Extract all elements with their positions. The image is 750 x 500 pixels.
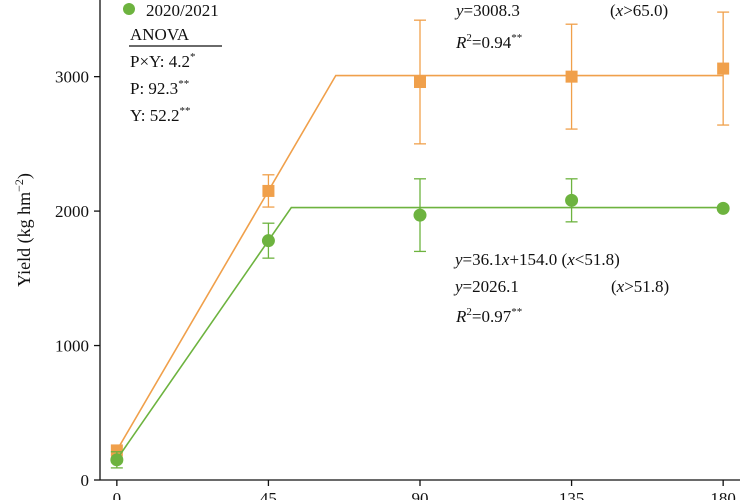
y-tick-label-2000: 2000 <box>55 202 89 221</box>
axes: 0 1000 2000 3000 0 45 90 135 180 <box>55 0 740 500</box>
anova-title: ANOVA <box>130 25 190 44</box>
point-square-series-90 <box>414 76 426 89</box>
orange-eq-r2: R2=0.94** <box>455 32 522 52</box>
y-tick-label-1000: 1000 <box>55 337 89 356</box>
point-2020-2021-180 <box>716 201 730 215</box>
green-eq-line1: y=36.1x+154.0 (x<51.8) <box>453 250 620 269</box>
green-eq-line2-condition: (x>51.8) <box>611 277 669 296</box>
point-square-series-135 <box>565 70 578 83</box>
x-tick-label-90: 90 <box>412 489 429 500</box>
anova-line-y: Y: 52.2** <box>130 105 190 125</box>
orange-eq-condition: (x>65.0) <box>610 1 668 20</box>
anova-line-pxy: P×Y: 4.2* <box>130 51 195 71</box>
anova-block: ANOVA P×Y: 4.2* P: 92.3** Y: 52.2** <box>129 25 222 125</box>
y-tick-label-0: 0 <box>81 471 90 490</box>
legend: 2020/2021 <box>123 1 219 20</box>
point-square-series-0 <box>110 444 123 457</box>
green-fit-equation: y=36.1x+154.0 (x<51.8) y=2026.1 (x>51.8)… <box>453 250 669 326</box>
point-square-series-45 <box>262 184 275 197</box>
green-eq-line2: y=2026.1 <box>453 277 519 296</box>
x-tick-label-0: 0 <box>113 489 122 500</box>
y-tick-label-3000: 3000 <box>55 68 89 87</box>
green-eq-r2: R2=0.97** <box>455 306 522 326</box>
x-tick-label-135: 135 <box>559 489 585 500</box>
anova-line-p: P: 92.3** <box>130 78 189 98</box>
legend-marker-2020-2021 <box>123 3 135 15</box>
x-tick-label-180: 180 <box>710 489 736 500</box>
orange-eq-line1: y=3008.3 <box>454 1 520 20</box>
fit-line-square-series <box>116 74 724 451</box>
point-square-series-180 <box>717 62 730 75</box>
fit-line-2020-2021 <box>116 206 724 460</box>
data-marks <box>110 11 730 469</box>
legend-label-2020-2021: 2020/2021 <box>146 1 219 20</box>
x-tick-label-45: 45 <box>260 489 277 500</box>
point-2020-2021-0 <box>110 453 124 467</box>
point-2020-2021-45 <box>261 234 275 248</box>
point-2020-2021-90 <box>413 208 427 222</box>
y-axis-label: Yield (kg hm−2) <box>12 173 35 287</box>
point-2020-2021-135 <box>565 193 579 207</box>
orange-fit-equation: y=3008.3 (x>65.0) R2=0.94** <box>454 1 668 52</box>
